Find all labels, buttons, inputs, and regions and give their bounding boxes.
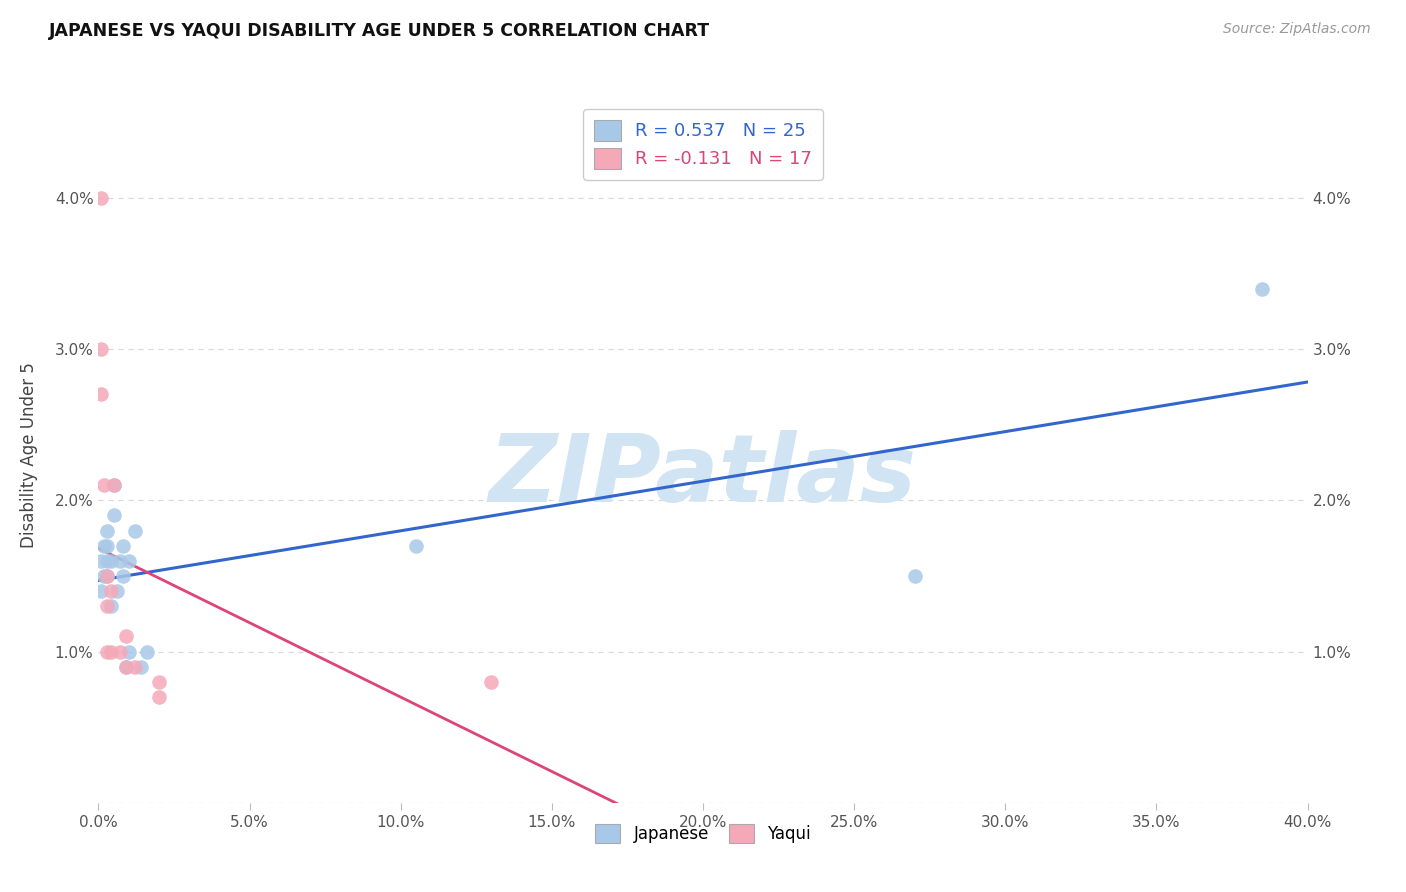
- Point: [100, 599, 122, 614]
- Point: [108, 554, 131, 568]
- Point: [124, 524, 146, 538]
- Point: [405, 539, 427, 553]
- Point: [481, 674, 503, 689]
- Point: [118, 644, 141, 658]
- Point: [93, 539, 115, 553]
- Point: [1251, 281, 1274, 295]
- Point: [114, 659, 136, 673]
- Point: [111, 539, 134, 553]
- Point: [90, 554, 112, 568]
- Point: [100, 554, 122, 568]
- Point: [96, 644, 118, 658]
- Y-axis label: Disability Age Under 5: Disability Age Under 5: [20, 362, 38, 548]
- Text: ZIPatlas: ZIPatlas: [489, 430, 917, 522]
- Point: [904, 569, 927, 583]
- Point: [108, 644, 131, 658]
- Point: [103, 508, 125, 523]
- Point: [93, 569, 115, 583]
- Point: [96, 539, 118, 553]
- Point: [114, 629, 136, 643]
- Text: Source: ZipAtlas.com: Source: ZipAtlas.com: [1223, 22, 1371, 37]
- Point: [90, 387, 112, 401]
- Point: [129, 659, 152, 673]
- Point: [90, 191, 112, 205]
- Point: [114, 659, 136, 673]
- Point: [105, 584, 128, 599]
- Point: [93, 478, 115, 492]
- Point: [148, 690, 170, 704]
- Point: [103, 478, 125, 492]
- Point: [96, 569, 118, 583]
- Point: [111, 569, 134, 583]
- Point: [103, 478, 125, 492]
- Point: [96, 599, 118, 614]
- Point: [148, 674, 170, 689]
- Point: [90, 342, 112, 356]
- Point: [96, 569, 118, 583]
- Point: [100, 644, 122, 658]
- Point: [96, 554, 118, 568]
- Point: [90, 584, 112, 599]
- Point: [100, 584, 122, 599]
- Point: [118, 554, 141, 568]
- Legend: Japanese, Yaqui: Japanese, Yaqui: [589, 818, 817, 850]
- Point: [135, 644, 157, 658]
- Point: [124, 659, 146, 673]
- Text: JAPANESE VS YAQUI DISABILITY AGE UNDER 5 CORRELATION CHART: JAPANESE VS YAQUI DISABILITY AGE UNDER 5…: [49, 22, 710, 40]
- Point: [96, 524, 118, 538]
